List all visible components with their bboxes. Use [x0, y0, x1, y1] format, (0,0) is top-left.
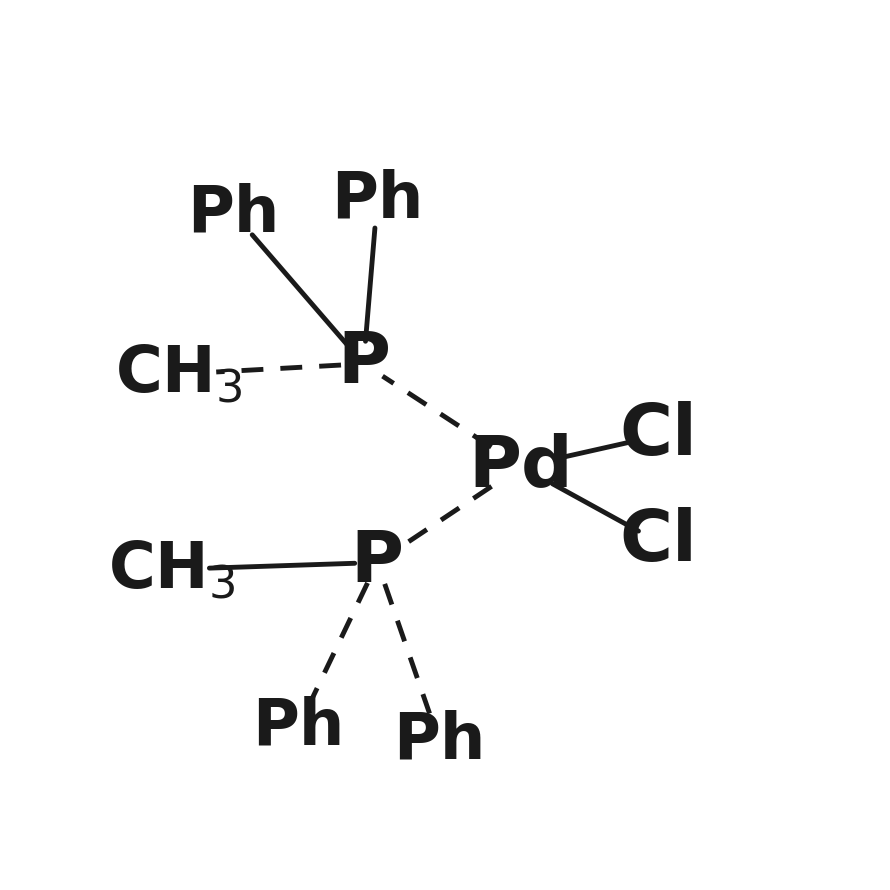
- Text: Pd: Pd: [469, 432, 573, 501]
- Text: CH$_3$: CH$_3$: [108, 538, 236, 601]
- Text: P: P: [351, 528, 404, 597]
- Text: Cl: Cl: [619, 401, 697, 470]
- Text: Ph: Ph: [187, 182, 279, 244]
- Text: Ph: Ph: [331, 168, 424, 231]
- Text: Ph: Ph: [392, 709, 485, 772]
- Text: Ph: Ph: [253, 696, 344, 758]
- Text: CH$_3$: CH$_3$: [115, 343, 242, 406]
- Text: P: P: [337, 329, 390, 399]
- Text: Cl: Cl: [619, 507, 697, 577]
